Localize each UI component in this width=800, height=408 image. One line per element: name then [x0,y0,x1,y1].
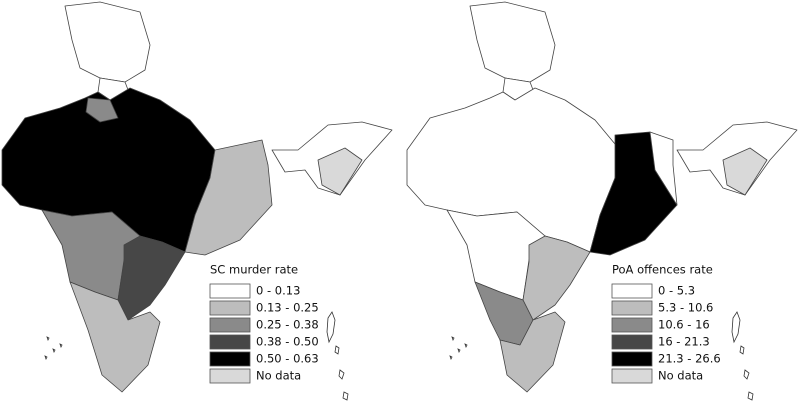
legend-label: No data [658,369,703,383]
legend-swatch [611,351,653,367]
region-assam [317,147,363,196]
legend-title: SC murder rate [210,263,298,277]
legend-label: 5.3 - 10.6 [658,301,713,315]
legend-swatch [209,283,251,299]
region-haryana [85,97,119,123]
legend-swatch [209,300,251,316]
region-ap [522,235,591,321]
legend-swatch [209,351,251,367]
legend-label: 10.6 - 16 [658,318,710,332]
legend-label: 0.25 - 0.38 [256,318,319,332]
legend-swatch [209,317,251,333]
region-ap [117,235,186,321]
legend-swatch [611,368,653,384]
region-bengal [649,131,678,206]
legend-label: 16 - 21.3 [658,335,710,349]
legend-swatch [611,300,653,316]
map-left [1,1,393,401]
legend-swatch [611,317,653,333]
region-east [184,139,273,256]
legend-label: 0.50 - 0.63 [256,352,319,366]
legend-label: 21.3 - 26.6 [658,352,721,366]
legend-swatch [611,283,653,299]
region-north [469,1,556,83]
legend-label: 0 - 0.13 [256,284,300,298]
legend-title: PoA offences rate [612,263,713,277]
map-right [406,1,798,401]
legend-swatch [611,334,653,350]
region-south [69,281,161,393]
legend-swatch [209,368,251,384]
legend-label: 0.13 - 0.25 [256,301,319,315]
legend-label: 0 - 5.3 [658,284,695,298]
region-assam [722,147,768,196]
legend-swatch [209,334,251,350]
legend-label: No data [256,369,301,383]
legend-label: 0.38 - 0.50 [256,335,319,349]
region-south [499,311,566,393]
legends: SC murder rate 0 - 0.13 0.13 - 0.25 0.25 - … [209,263,721,384]
region-north [64,1,151,83]
